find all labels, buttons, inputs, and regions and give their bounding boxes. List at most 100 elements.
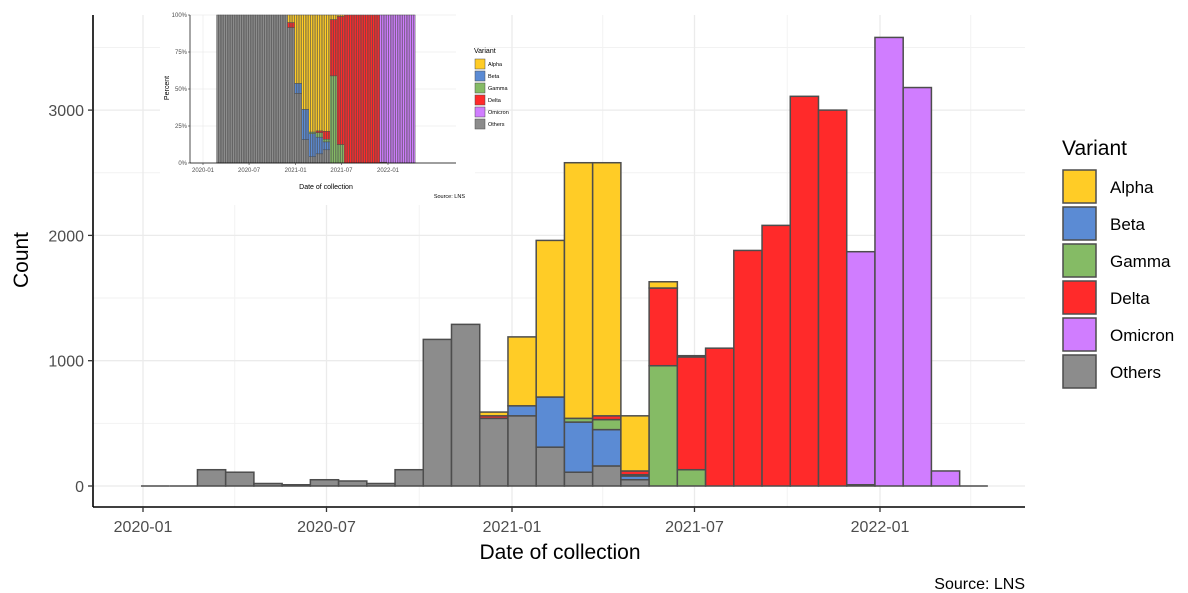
- inset-bar-delta: [345, 14, 349, 164]
- bar-others: [224, 471, 255, 487]
- inset-bar-delta: [352, 14, 356, 164]
- inset-bar-others: [244, 14, 248, 164]
- inset-bar-gamma: [319, 132, 322, 138]
- bar-others: [422, 338, 453, 487]
- inset-bar-omicron: [382, 14, 386, 163]
- inset-bar-delta: [342, 16, 345, 145]
- inset-bar-alpha: [301, 14, 304, 110]
- inset-bar-others: [271, 14, 274, 164]
- inset-bar-alpha: [328, 14, 331, 132]
- y-tick-label: 2000: [48, 228, 84, 245]
- inset-legend-label-others: Others: [488, 122, 505, 128]
- inset-bar-others: [304, 139, 308, 164]
- inset-bar-omicron: [409, 14, 412, 164]
- inset-bar-others: [230, 14, 233, 164]
- inset-bar-others: [315, 153, 318, 164]
- inset-bar-others: [241, 14, 244, 164]
- inset-bar-gamma: [324, 138, 327, 143]
- inset-bar-delta: [333, 19, 336, 77]
- inset-bar-delta: [358, 14, 361, 164]
- inset-bar-alpha: [297, 14, 301, 84]
- inset-bar-delta: [290, 22, 294, 28]
- bar-alpha: [535, 239, 566, 398]
- inset-bar-others: [299, 93, 302, 164]
- inset-bar-beta: [315, 136, 318, 155]
- inset-bar-alpha: [296, 14, 299, 84]
- inset-bar-others: [262, 14, 265, 164]
- inset-x-tick-label: 2022-01: [377, 168, 400, 174]
- inset-bar-gamma: [331, 75, 334, 164]
- inset-bar-others: [322, 149, 325, 164]
- inset-bar-alpha: [315, 14, 318, 132]
- inset-bar-others: [218, 14, 221, 164]
- x-tick-label: 2021-07: [665, 519, 724, 536]
- inset-bar-alpha: [310, 14, 313, 133]
- inset-bar-alpha: [290, 14, 294, 23]
- inset-legend-label-delta: Delta: [488, 98, 502, 104]
- inset-bar-alpha: [320, 14, 324, 132]
- legend-key-alpha: [1062, 169, 1097, 204]
- inset-bar-alpha: [294, 14, 297, 84]
- inset-bar-others: [234, 14, 237, 164]
- inset-legend-title: Variant: [474, 48, 496, 55]
- bar-alpha: [507, 336, 537, 407]
- inset-bar-beta: [299, 83, 302, 94]
- bar-others: [196, 468, 227, 487]
- inset-bar-beta: [294, 83, 297, 94]
- inset-bar-omicron: [397, 14, 400, 164]
- inset-bar-gamma: [336, 144, 340, 164]
- inset-bar-others: [223, 14, 226, 164]
- inset-bar-delta: [329, 19, 333, 77]
- inset-bar-beta: [324, 141, 327, 151]
- inset-bar-others: [216, 14, 219, 164]
- inset-bar-gamma: [310, 131, 313, 134]
- inset-bar-others: [221, 14, 225, 164]
- inset-bar-others: [273, 14, 276, 164]
- inset-bar-gamma: [322, 138, 325, 143]
- legend-key-others: [1062, 354, 1097, 389]
- inset-bar-delta: [351, 14, 354, 164]
- inset-bar-others: [308, 156, 311, 164]
- inset-bar-delta: [336, 16, 340, 145]
- inset-bar-omicron: [405, 14, 409, 164]
- inset-bar-others: [239, 14, 242, 164]
- inset-bar-others: [235, 14, 239, 164]
- inset-bar-delta: [317, 130, 320, 133]
- inset-bar-others: [289, 27, 292, 164]
- bar-beta: [535, 396, 566, 448]
- inset-bar-alpha: [317, 14, 320, 132]
- inset-bar-others: [319, 153, 322, 164]
- inset-bar-alpha: [338, 14, 341, 17]
- inset-legend-key-beta: [474, 70, 486, 82]
- inset-bar-alpha: [335, 14, 338, 20]
- inset-bar-delta: [372, 14, 375, 164]
- main-y-tick-labels: 0 1000 2000 3000: [48, 103, 84, 496]
- inset-bar-gamma: [313, 131, 317, 134]
- inset-bar-others: [283, 14, 287, 164]
- bar-others: [507, 415, 537, 487]
- inset-bar-others: [287, 27, 290, 164]
- bar-omicron: [930, 470, 961, 487]
- inset-bar-gamma: [342, 144, 345, 164]
- inset-bar-others: [301, 139, 304, 164]
- inset-bar-alpha: [303, 14, 306, 110]
- inset-bar-delta: [338, 16, 341, 145]
- inset-bar-others: [219, 14, 223, 164]
- inset-bar-omicron: [393, 14, 396, 164]
- main-bars: [140, 36, 988, 487]
- inset-axes: [188, 14, 456, 165]
- inset-bar-alpha: [313, 14, 317, 133]
- inset-bar-others: [278, 14, 281, 164]
- inset-legend-key-omicron: [474, 106, 486, 118]
- inset-chart: 2020-01 2020-07 2021-01 2021-07 2022-01 0% 25…: [160, 5, 509, 205]
- inset-bar-alpha: [336, 14, 340, 17]
- bar-gamma: [591, 418, 622, 431]
- inset-bar-others: [297, 93, 301, 164]
- inset-bar-others: [276, 14, 279, 164]
- legend-label-beta: Beta: [1110, 215, 1146, 234]
- inset-bar-gamma: [315, 132, 318, 138]
- inset-bar-omicron: [395, 14, 398, 164]
- inset-bar-gamma: [338, 144, 341, 164]
- inset-legend-key-alpha: [474, 58, 486, 70]
